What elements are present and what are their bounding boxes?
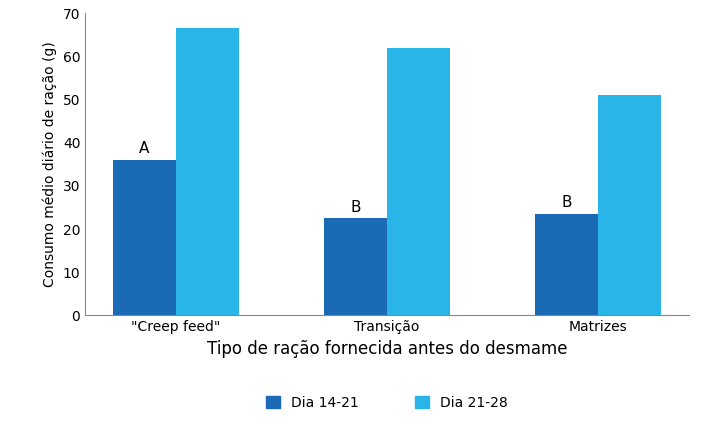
Y-axis label: Consumo médio diário de ração (g): Consumo médio diário de ração (g) bbox=[43, 41, 58, 287]
X-axis label: Tipo de ração fornecida antes do desmame: Tipo de ração fornecida antes do desmame bbox=[207, 340, 567, 358]
Bar bbox=[113, 160, 176, 315]
Legend: Dia 14-21, Dia 21-28: Dia 14-21, Dia 21-28 bbox=[259, 389, 515, 417]
Text: A: A bbox=[139, 141, 150, 156]
Text: B: B bbox=[561, 195, 572, 210]
Bar bbox=[387, 48, 450, 315]
Text: B: B bbox=[350, 200, 361, 215]
Bar bbox=[598, 95, 661, 315]
Bar bbox=[324, 218, 387, 315]
Bar bbox=[535, 214, 598, 315]
Bar bbox=[176, 28, 239, 315]
